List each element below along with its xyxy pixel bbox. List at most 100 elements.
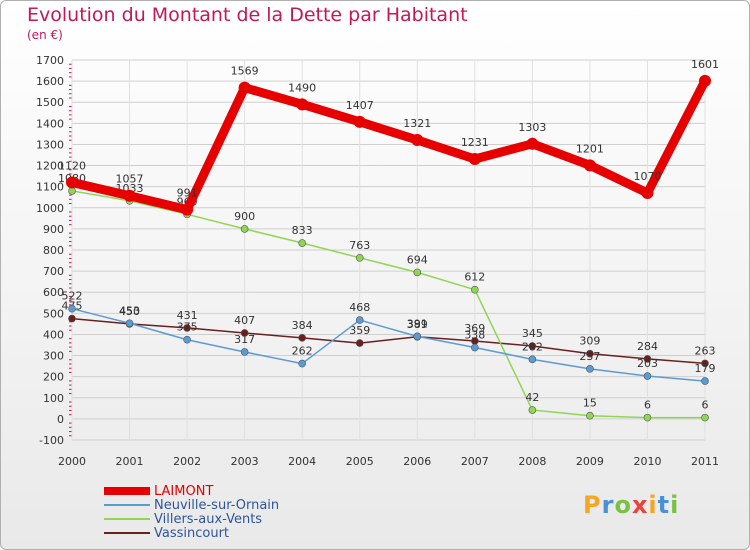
y-tick-label: 500 [43,307,64,320]
legend-swatch [104,518,150,520]
y-tick-label: 100 [43,392,64,405]
data-label: 1490 [288,81,316,94]
data-label: 1407 [346,99,374,112]
data-label: 522 [62,290,83,303]
data-point [125,319,134,328]
data-point [68,314,76,323]
legend-label: Villers-aux-Vents [154,511,263,527]
data-label: 282 [522,340,543,353]
y-tick-label: 0 [57,413,64,426]
data-label: 262 [292,345,313,358]
data-label: 1120 [58,159,86,172]
logo-letter: i [648,491,658,519]
legend-swatch [104,504,150,506]
x-tick-label: 2011 [691,455,719,468]
legend-item: Villers-aux-Vents [104,511,279,527]
y-tick-label: 1500 [36,96,64,109]
data-point [699,74,711,87]
y-tick-label: 1400 [36,117,64,130]
data-label: 407 [234,314,255,327]
data-point [411,134,424,147]
x-tick-label: 2008 [518,455,546,468]
data-point [528,342,537,350]
data-point [701,359,709,368]
data-point [583,159,596,172]
x-tick-label: 2003 [231,455,259,468]
legend-item: LAIMONT [104,483,279,499]
data-point [298,239,306,247]
logo-letter: i [670,491,680,519]
data-label: 1601 [691,58,719,71]
y-tick-label: 400 [43,328,64,341]
y-tick-label: 300 [43,350,64,363]
series-line-neuville-sur-ornain [71,307,706,382]
data-point [641,187,654,199]
data-point [355,254,364,262]
data-label: 1321 [403,117,431,130]
chart-unit: (en €) [27,28,63,42]
data-label: 391 [407,317,428,330]
x-tick-label: 2002 [173,455,201,468]
data-point [413,332,422,341]
data-label: 203 [637,357,658,370]
data-label: 833 [292,224,313,237]
data-point [586,411,594,420]
x-tick-label: 2007 [461,455,489,468]
data-point [181,203,194,216]
data-label: 369 [464,322,485,335]
data-point [298,334,306,342]
data-point [643,413,652,422]
data-point [66,176,78,189]
y-tick-label: 1300 [36,138,64,151]
y-tick-label: 1600 [36,75,64,88]
x-tick-label: 2006 [403,455,431,468]
legend-item: Vassincourt [104,526,279,541]
x-tick-label: 2000 [58,455,86,468]
data-point [586,349,594,358]
legend-item: Neuville-sur-Ornain [104,498,279,513]
data-label: 1057 [116,173,144,186]
data-point [413,268,422,277]
y-tick-label: 1000 [36,202,64,215]
data-label: 694 [407,253,428,266]
x-tick-label: 2005 [346,455,374,468]
data-label: 237 [579,350,600,363]
logo-letter: o [614,491,632,519]
y-tick-label: 1100 [36,181,64,194]
data-label: 1231 [461,136,489,149]
data-label: 345 [522,327,543,340]
x-tick-label: 2009 [576,455,604,468]
series-line-laimont [70,78,710,215]
data-point [183,335,191,344]
y-tick-label: 800 [43,244,64,257]
data-label: 338 [464,329,485,342]
chart-title: Evolution du Montant de la Dette par Hab… [27,4,468,26]
data-label: 431 [177,309,198,322]
data-point [471,343,479,352]
legend-label: LAIMONT [154,483,214,499]
series-line-villers-aux-vents [71,190,705,419]
y-tick-label: -100 [39,434,64,447]
data-label: 359 [349,324,370,337]
data-point [238,81,251,94]
y-tick-label: 200 [43,371,64,384]
x-tick-label: 2004 [288,455,316,468]
data-point [643,372,652,380]
data-point [528,355,537,364]
data-point [353,115,366,128]
data-label: 15 [583,397,597,410]
data-point [355,339,364,347]
data-point [355,316,364,324]
data-point [298,359,306,368]
data-point [240,348,249,356]
data-label: 263 [695,344,716,357]
data-point [701,377,709,385]
data-point [468,153,481,166]
data-label: 1201 [576,142,604,155]
legend: LAIMONT Neuville-sur-Ornain Villers-aux-Ve… [104,483,279,541]
logo-letter: P [583,491,602,519]
logo-letter: t [657,491,671,519]
data-label: 42 [525,391,539,404]
